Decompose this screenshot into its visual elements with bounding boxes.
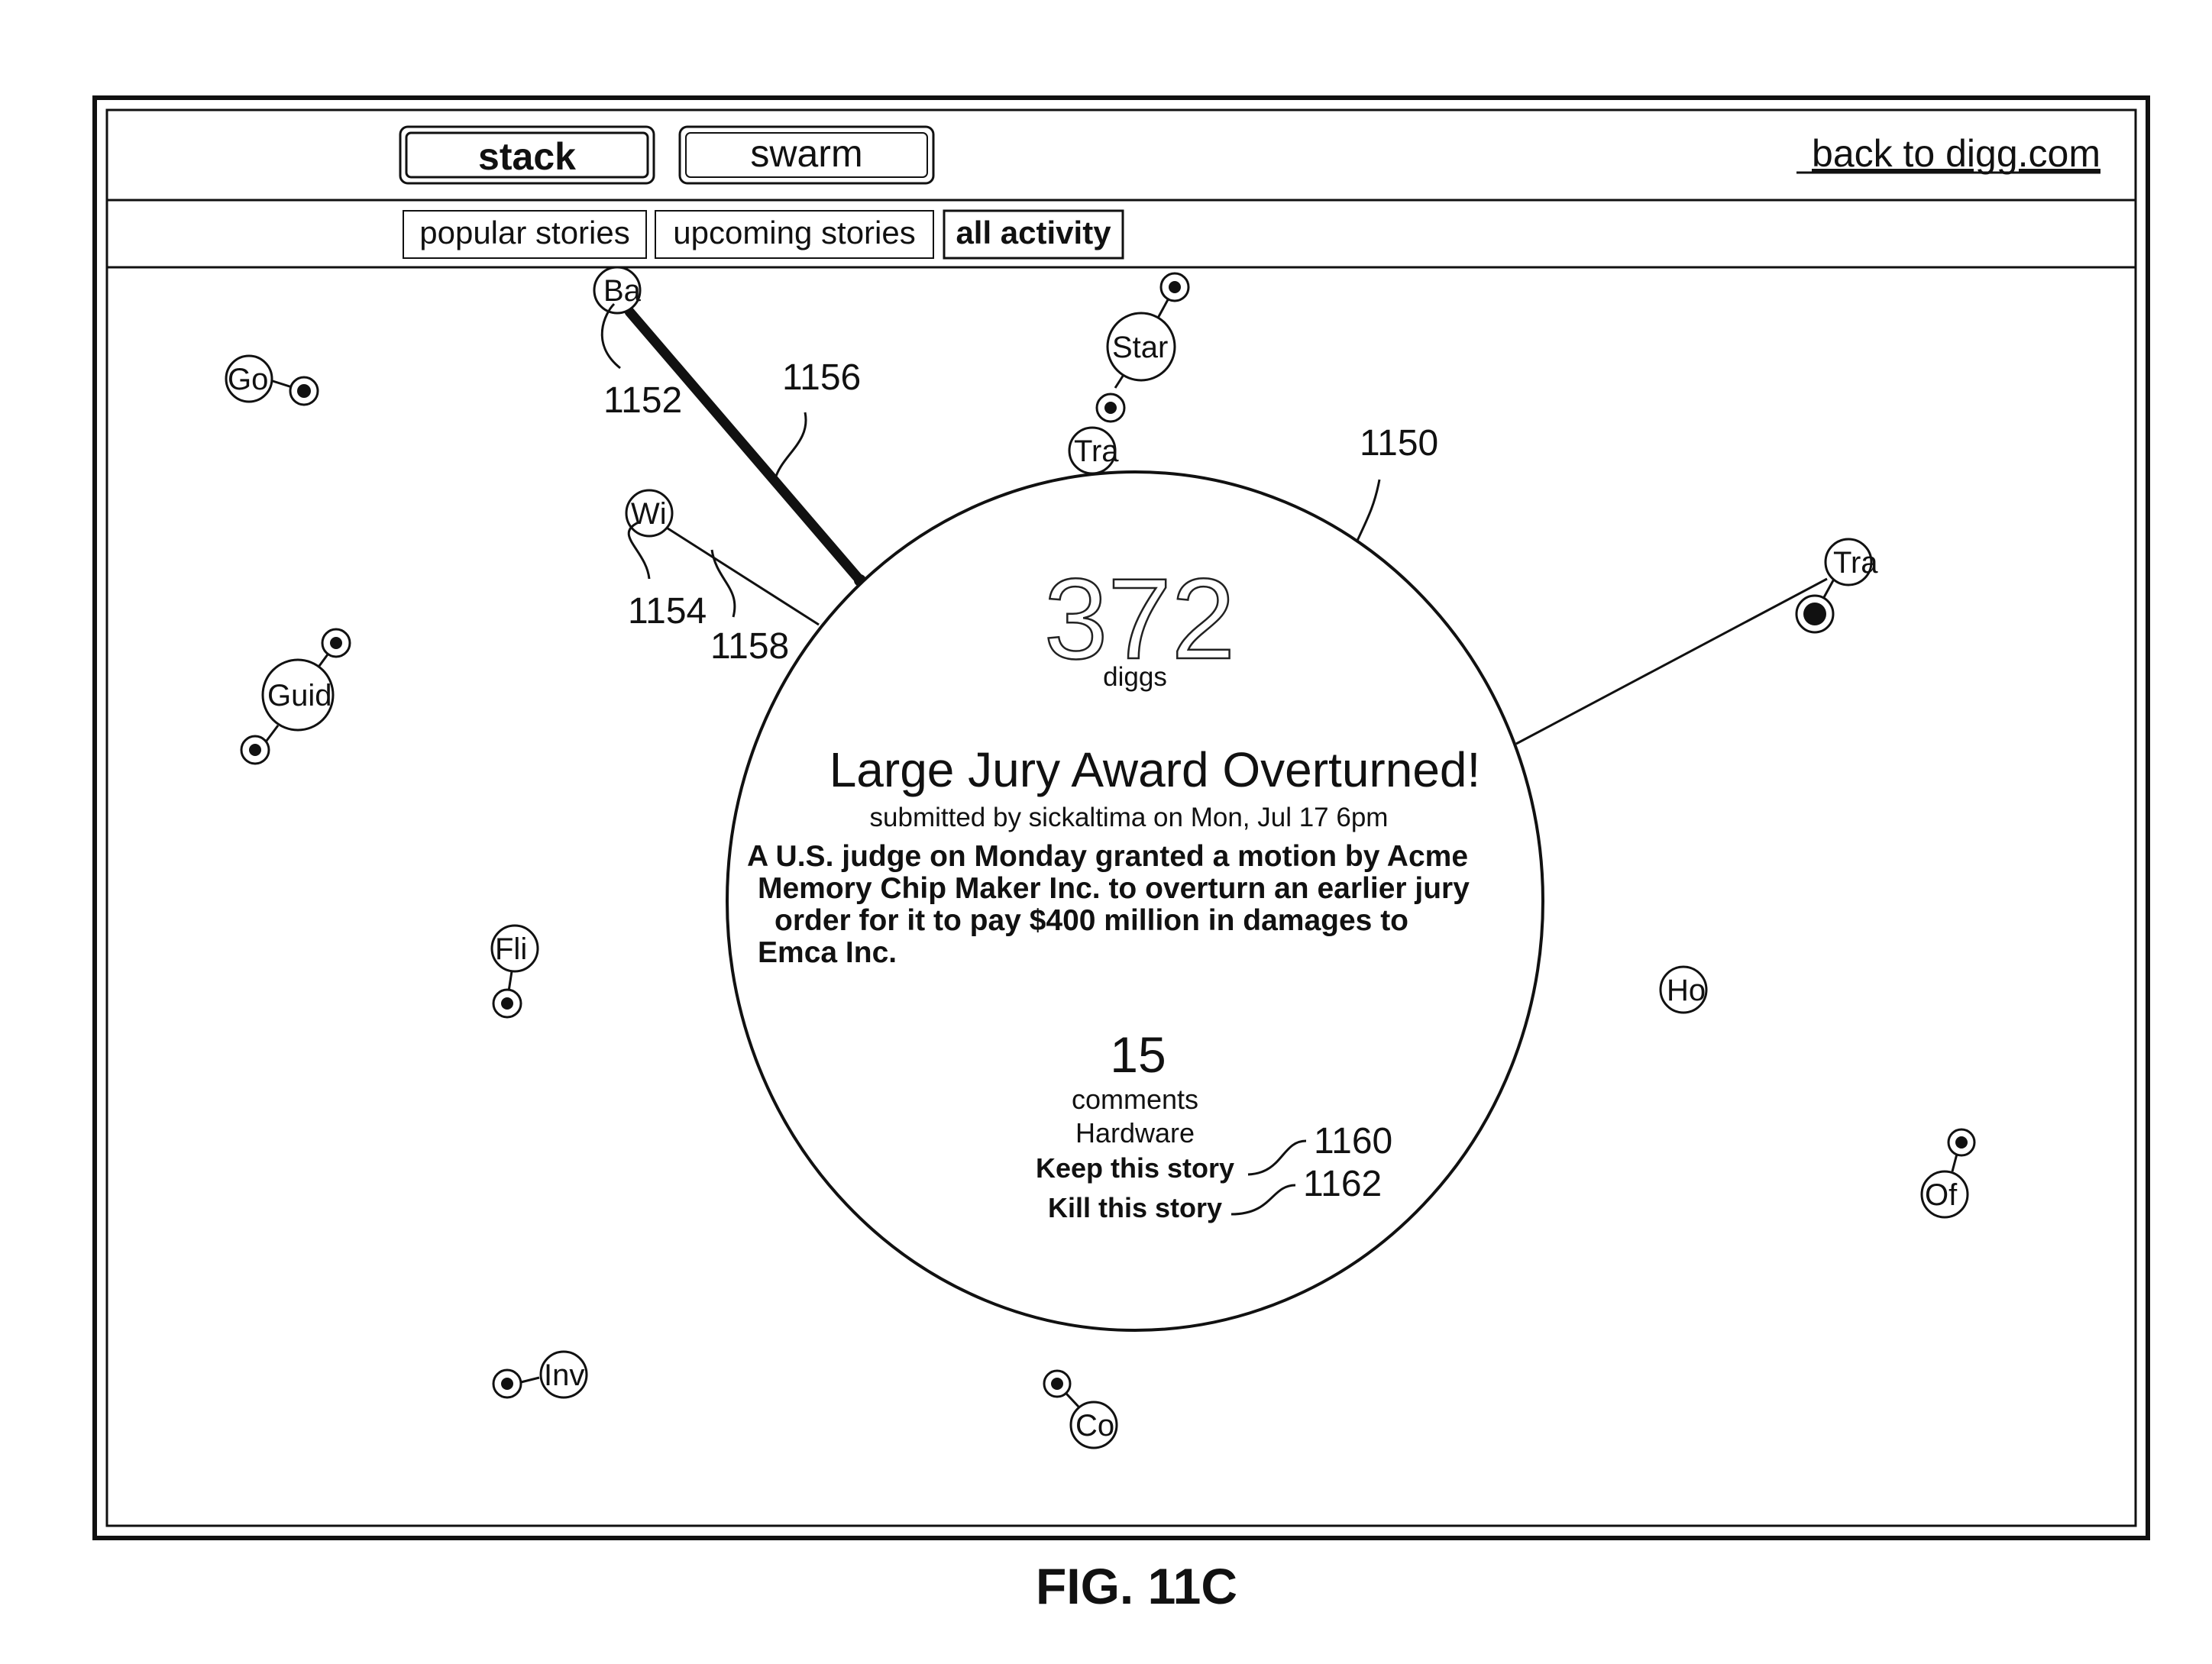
node-ba[interactable]: Ba	[594, 267, 642, 313]
node-tra-top[interactable]: Tra	[1069, 428, 1119, 473]
story-summary-line-4: Emca Inc.	[758, 936, 897, 969]
node-guid-label: Guid	[267, 679, 332, 712]
tab-popular-stories[interactable]: popular stories	[403, 211, 646, 258]
ref-1152-label: 1152	[603, 380, 682, 421]
story-headline[interactable]: Large Jury Award Overturned!	[830, 742, 1481, 797]
keep-story-button[interactable]: Keep this story	[1036, 1152, 1234, 1184]
ref-1162-label: 1162	[1303, 1164, 1382, 1204]
tab-all-activity[interactable]: all activity	[944, 211, 1123, 258]
stack-button[interactable]: stack	[400, 127, 654, 183]
comment-unit-link[interactable]: comments	[1072, 1084, 1198, 1115]
node-star-label: Star	[1112, 331, 1168, 364]
digg-unit-label: diggs	[1103, 662, 1167, 692]
node-inv[interactable]: Inv	[493, 1352, 587, 1397]
node-guid[interactable]: Guid	[241, 629, 350, 764]
node-wi-label: Wi	[631, 497, 667, 531]
ref-1156-label: 1156	[782, 357, 861, 398]
node-go-label: Go	[228, 363, 268, 396]
node-co-label: Co	[1075, 1409, 1114, 1443]
swarm-button-label: swarm	[750, 132, 862, 175]
figure-caption: FIG. 11C	[1036, 1558, 1237, 1614]
node-star[interactable]: Star	[1097, 273, 1188, 422]
story-category: Hardware	[1075, 1117, 1195, 1149]
thick-connection-line	[629, 312, 860, 580]
node-wi[interactable]: Wi	[626, 490, 672, 536]
ref-1160-label: 1160	[1314, 1121, 1392, 1162]
node-tra-top-label: Tra	[1074, 435, 1119, 468]
tab-upcoming-stories-label: upcoming stories	[673, 215, 915, 250]
thin-connection-line-tra	[1516, 579, 1827, 744]
story-bubble[interactable]: 372 diggs Large Jury Award Overturned! s…	[727, 472, 1543, 1330]
tab-popular-stories-label: popular stories	[419, 215, 629, 250]
story-summary-line-3: order for it to pay $400 million in dama…	[775, 904, 1408, 937]
node-go[interactable]: Go	[226, 356, 318, 405]
tab-upcoming-stories[interactable]: upcoming stories	[655, 211, 933, 258]
ref-1154-label: 1154	[628, 591, 707, 632]
kill-story-button[interactable]: Kill this story	[1048, 1192, 1222, 1223]
node-fli[interactable]: Fli	[492, 926, 538, 1017]
ref-1154: 1154	[628, 522, 707, 632]
tab-all-activity-label: all activity	[956, 215, 1111, 250]
node-ho[interactable]: Ho	[1661, 967, 1706, 1013]
ref-1150: 1150	[1357, 423, 1438, 542]
node-co[interactable]: Co	[1044, 1371, 1117, 1448]
ref-1156: 1156	[775, 357, 861, 481]
swarm-button[interactable]: swarm	[680, 127, 933, 183]
node-tra-right[interactable]: Tra	[1796, 539, 1878, 632]
node-ho-label: Ho	[1667, 974, 1706, 1007]
ref-1150-label: 1150	[1360, 423, 1438, 464]
comment-count: 15	[1110, 1026, 1166, 1083]
story-summary-line-1: A U.S. judge on Monday granted a motion …	[747, 840, 1468, 873]
node-tra-right-label: Tra	[1833, 546, 1878, 580]
node-of-label: Of	[1925, 1178, 1958, 1212]
node-inv-label: Inv	[544, 1359, 584, 1392]
back-to-digg-link-label: back to digg.com	[1812, 132, 2100, 175]
node-of[interactable]: Of	[1922, 1129, 1974, 1217]
node-fli-label: Fli	[495, 932, 527, 966]
ref-1158-label: 1158	[710, 626, 789, 667]
stack-button-label: stack	[478, 135, 576, 178]
node-ba-label: Ba	[603, 274, 642, 308]
story-summary-line-2: Memory Chip Maker Inc. to overturn an ea…	[758, 872, 1470, 905]
ref-1158: 1158	[710, 550, 789, 667]
back-to-digg-link[interactable]: back to digg.com	[1796, 132, 2100, 175]
story-submitted-line: submitted by sickaltima on Mon, Jul 17 6…	[870, 803, 1389, 832]
